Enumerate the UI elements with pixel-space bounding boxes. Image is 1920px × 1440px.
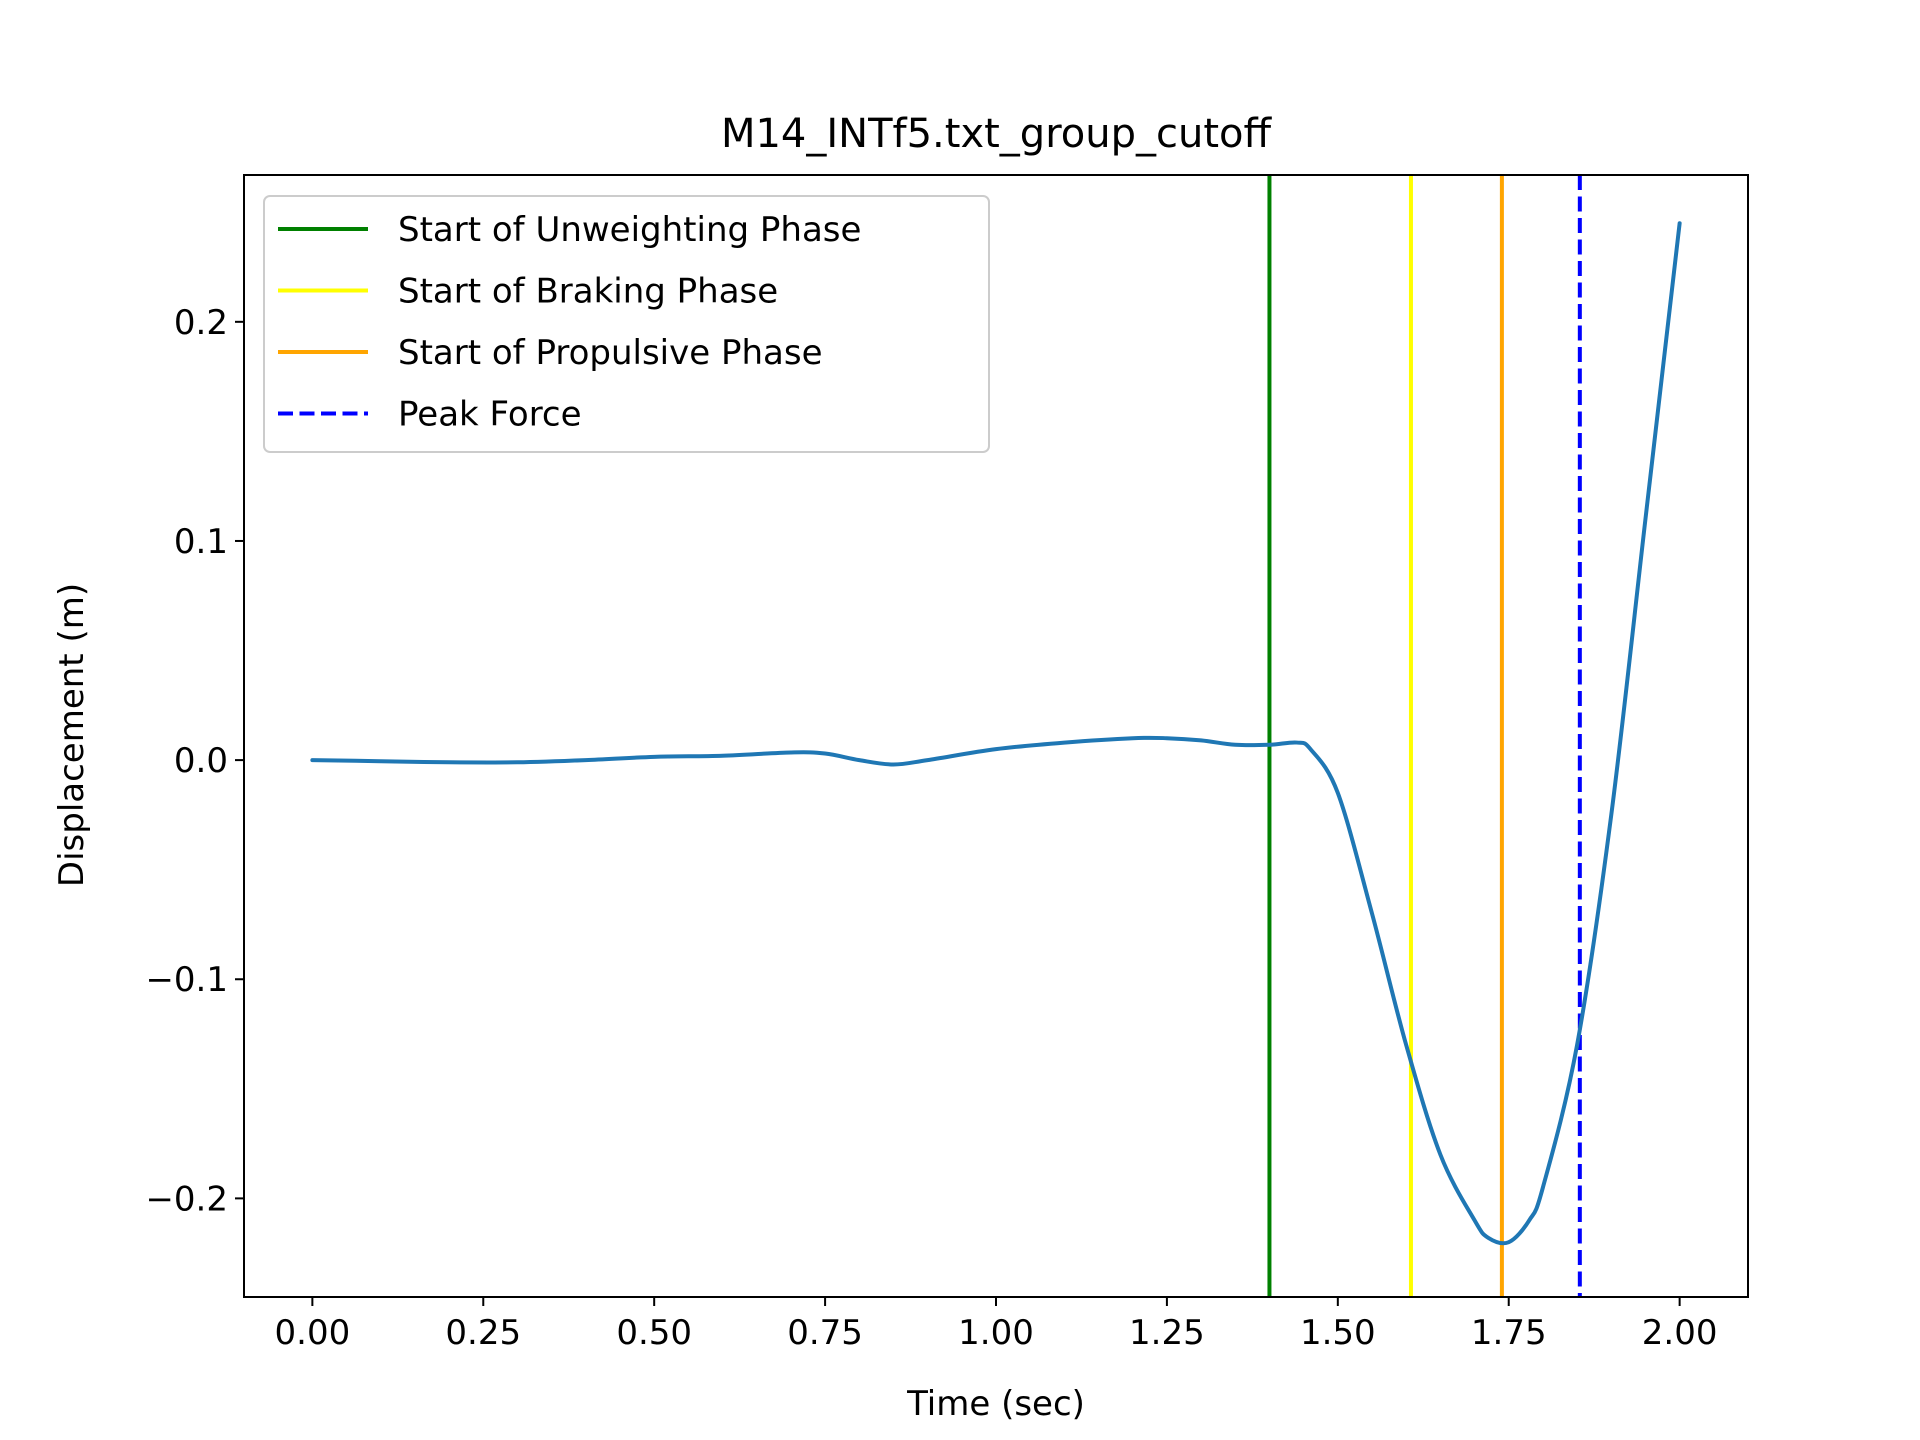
x-tick-label: 0.75	[787, 1313, 863, 1353]
y-tick-label: 0.0	[174, 741, 228, 781]
x-ticks: 0.00 0.25 0.50 0.75 1.00 1.25 1.50 1.75 2.00	[275, 1297, 1718, 1353]
y-tick-label: −0.2	[145, 1179, 228, 1219]
chart-title: M14_INTf5.txt_group_cutoff	[721, 111, 1273, 157]
series-line	[310, 221, 1682, 1246]
y-tick-label: 0.1	[174, 522, 228, 562]
x-tick-label: 1.00	[958, 1313, 1034, 1353]
legend-label: Start of Propulsive Phase	[398, 333, 823, 373]
legend-label: Start of Unweighting Phase	[398, 210, 861, 250]
phase-lines	[1267, 175, 1582, 1297]
y-axis-label: Displacement (m)	[52, 583, 92, 887]
legend: Start of Unweighting Phase Start of Braki…	[263, 195, 990, 453]
y-tick-label: 0.2	[174, 303, 228, 343]
x-tick-label: 0.25	[445, 1313, 521, 1353]
x-tick-label: 1.25	[1129, 1313, 1205, 1353]
x-tick-label: 0.50	[616, 1313, 692, 1353]
plot-frame	[243, 174, 1749, 1298]
y-ticks: −0.2 −0.1 0.0 0.1 0.2	[145, 303, 244, 1219]
x-tick-label: 1.75	[1471, 1313, 1547, 1353]
x-tick-label: 2.00	[1642, 1313, 1718, 1353]
series-group	[310, 221, 1682, 1246]
x-axis-label: Time (sec)	[906, 1384, 1085, 1424]
legend-label: Start of Braking Phase	[398, 272, 778, 312]
x-tick-label: 0.00	[275, 1313, 351, 1353]
legend-box	[263, 195, 990, 453]
y-tick-label: −0.1	[145, 960, 228, 1000]
legend-label: Peak Force	[398, 395, 582, 435]
x-tick-label: 1.50	[1300, 1313, 1376, 1353]
